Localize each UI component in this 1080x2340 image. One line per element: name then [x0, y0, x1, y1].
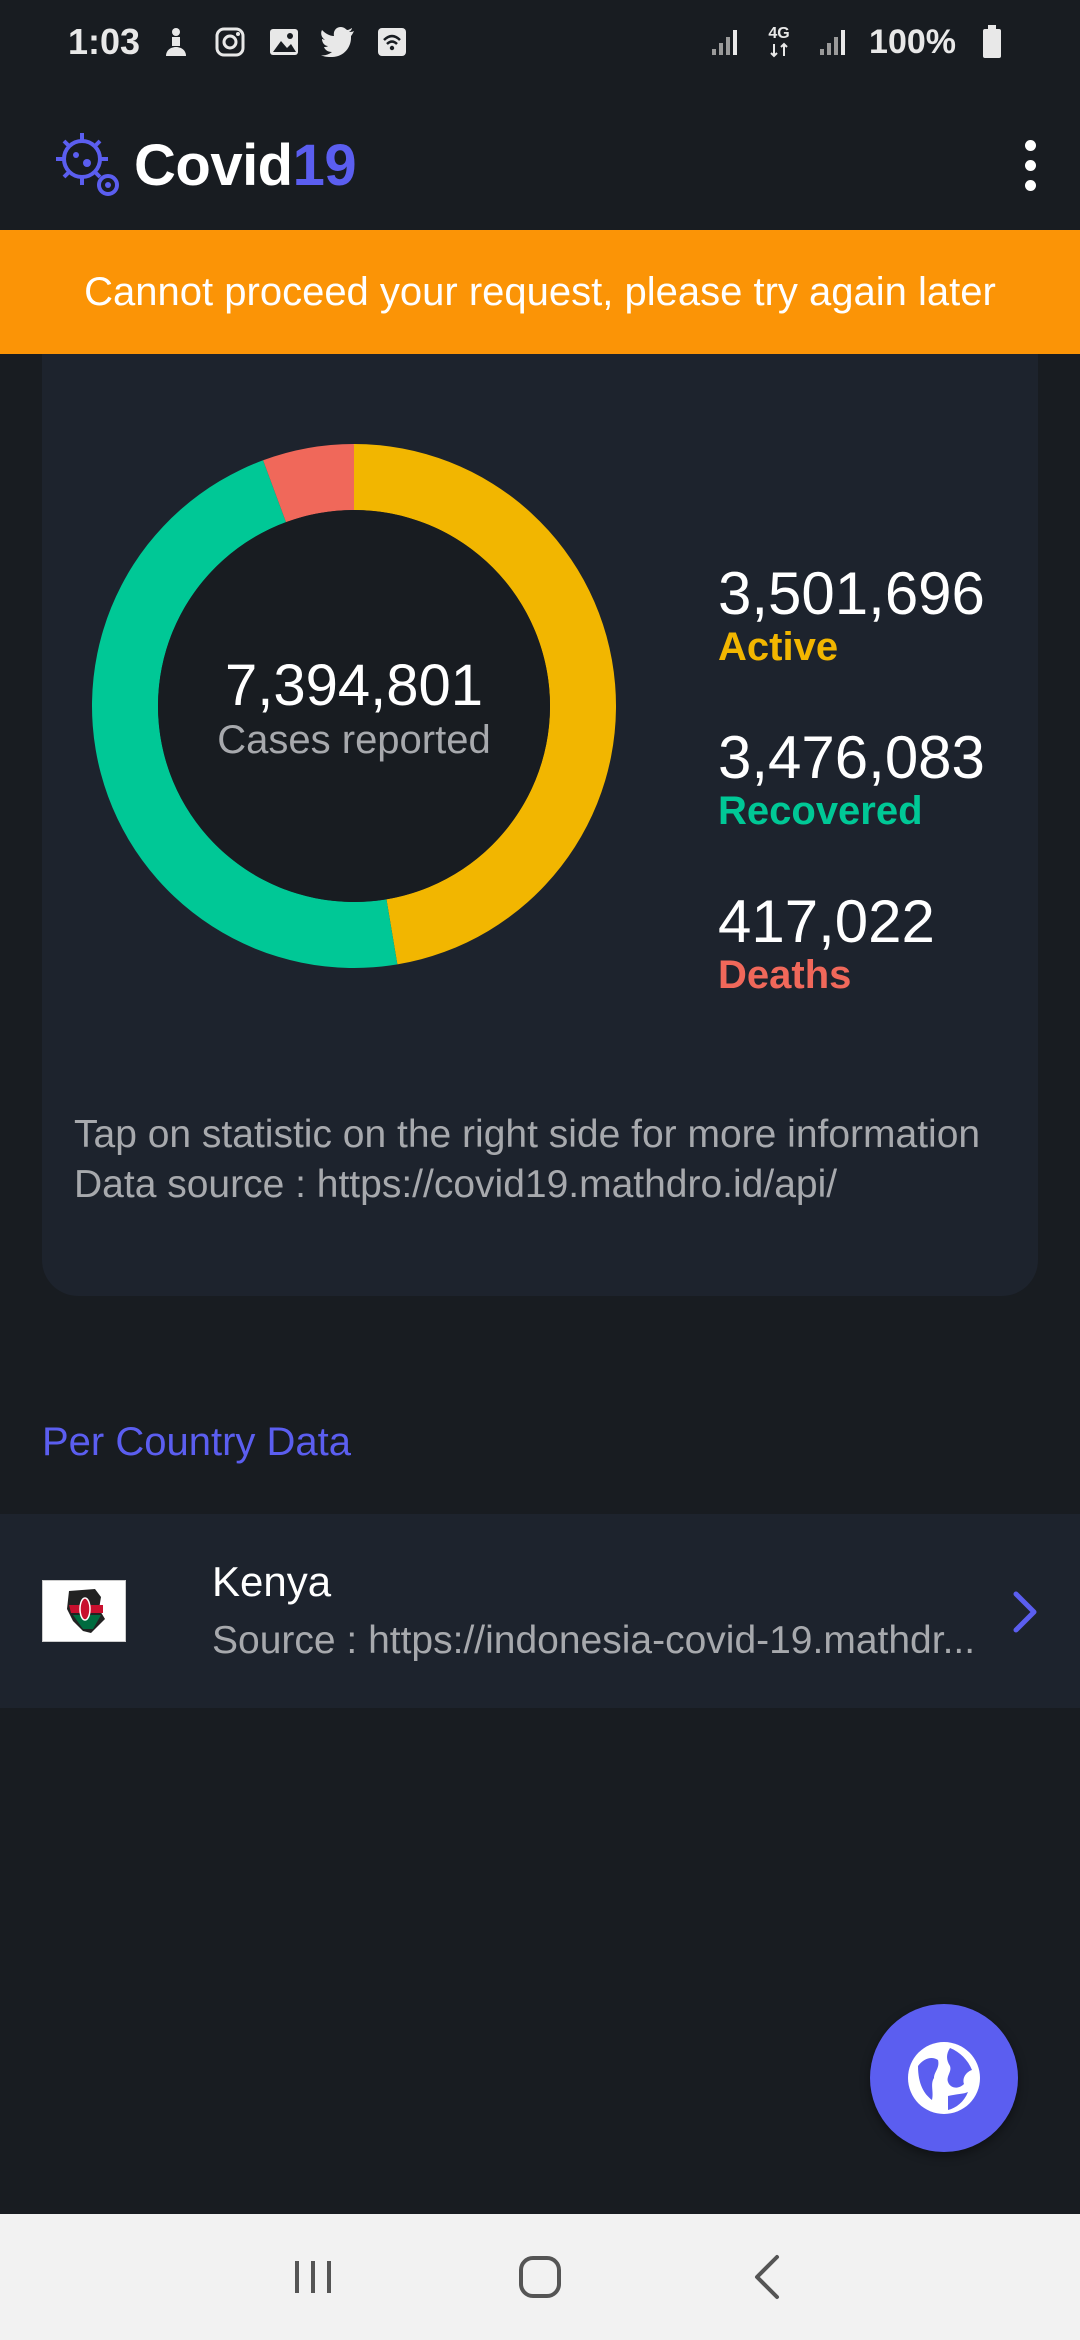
back-icon[interactable]: [737, 2247, 797, 2307]
active-stat[interactable]: 3,501,696 Active: [718, 562, 985, 669]
app-bar: Covid19: [0, 110, 1080, 220]
globe-fab-button[interactable]: [870, 2004, 1018, 2152]
overflow-menu-icon[interactable]: [1010, 130, 1050, 200]
recovered-value: 3,476,083: [718, 724, 985, 791]
recents-icon[interactable]: [283, 2247, 343, 2307]
data-4g-icon: 4G: [761, 24, 797, 60]
country-source: Source : https://indonesia-covid-19.math…: [212, 1619, 976, 1662]
per-country-section-title: Per Country Data: [42, 1420, 352, 1464]
recovered-stat[interactable]: 3,476,083 Recovered: [718, 726, 985, 833]
chevron-right-icon: [1013, 1591, 1037, 1633]
system-nav-bar: [0, 2214, 1080, 2340]
network-type-label: 4G: [768, 25, 790, 42]
kenya-flag-icon: [42, 1580, 126, 1642]
status-time: 1:03: [68, 21, 141, 62]
home-icon[interactable]: [510, 2247, 570, 2307]
country-list-item[interactable]: Kenya Source : https://indonesia-covid-1…: [0, 1514, 1080, 1708]
total-cases-value: 7,394,801: [224, 653, 484, 718]
country-text: Kenya Source : https://indonesia-covid-1…: [212, 1552, 1012, 1670]
virus-gear-icon: [52, 129, 124, 201]
card-note-source: Data source : https://covid19.mathdro.id…: [74, 1163, 838, 1206]
battery-icon: [974, 24, 1010, 60]
deaths-value: 417,022: [718, 888, 935, 955]
status-right: 4G 100%: [707, 23, 1010, 62]
status-bar: 1:03 4G: [0, 0, 1080, 84]
instagram-icon: [212, 24, 248, 60]
accessibility-icon: [158, 24, 194, 60]
donut-slice-deaths: [263, 444, 354, 523]
donut-hole: [158, 510, 550, 902]
app-title: Covid19: [134, 132, 357, 199]
app-title-accent: 19: [292, 132, 357, 198]
cases-donut-chart: [92, 444, 616, 968]
country-name: Kenya: [212, 1558, 332, 1605]
app-title-main: Covid: [134, 132, 293, 198]
card-note: Tap on statistic on the right side for m…: [74, 1110, 994, 1210]
twitter-icon: [320, 24, 356, 60]
battery-percent: 100%: [869, 22, 956, 61]
gallery-icon: [266, 24, 302, 60]
globe-icon: [908, 2042, 980, 2114]
donut-slice-recovered: [92, 460, 398, 968]
wifi-calling-icon: [374, 24, 410, 60]
active-label: Active: [718, 625, 839, 669]
status-left: 1:03: [68, 21, 410, 63]
card-note-hint: Tap on statistic on the right side for m…: [74, 1113, 981, 1156]
total-cases-caption: Cases reported: [217, 718, 491, 762]
deaths-stat[interactable]: 417,022 Deaths: [718, 890, 935, 997]
recovered-label: Recovered: [718, 789, 923, 833]
active-value: 3,501,696: [718, 560, 985, 627]
stats-card: 7,394,801 Cases reported 3,501,696 Activ…: [42, 354, 1038, 1296]
deaths-label: Deaths: [718, 953, 852, 997]
donut-slice-active: [354, 444, 616, 965]
signal-icon: [815, 24, 851, 60]
error-message: Cannot proceed your request, please try …: [84, 269, 996, 314]
error-banner: Cannot proceed your request, please try …: [0, 230, 1080, 354]
signal-icon: [707, 24, 743, 60]
